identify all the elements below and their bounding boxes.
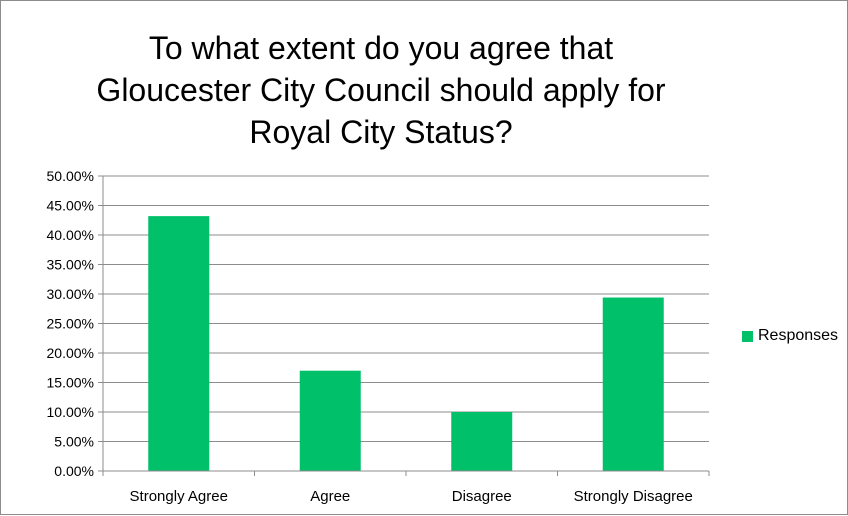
x-category-label: Strongly Agree <box>130 488 228 505</box>
x-category-label: Agree <box>310 488 350 505</box>
chart-title-line: To what extent do you agree that <box>148 30 614 66</box>
y-tick-label: 45.00% <box>47 198 94 214</box>
y-tick-label: 10.00% <box>47 404 94 420</box>
bar <box>148 216 210 471</box>
y-tick-label: 35.00% <box>47 257 94 273</box>
y-tick-label: 5.00% <box>54 434 94 450</box>
legend: Responses <box>742 327 838 345</box>
x-category-label: Disagree <box>452 488 512 505</box>
bars <box>148 216 664 471</box>
y-tick-label: 50.00% <box>47 168 94 184</box>
x-axis-category-labels: Strongly Agree Agree Disagree Strongly Disa… <box>130 488 693 505</box>
y-tick-label: 0.00% <box>54 463 94 479</box>
y-tick-label: 25.00% <box>47 316 94 332</box>
chart-title-line: Gloucester City Council should apply for <box>96 72 666 108</box>
legend-label: Responses <box>758 327 839 344</box>
chart-title-line: Royal City Status? <box>249 114 513 150</box>
y-tick-label: 30.00% <box>47 286 94 302</box>
x-category-label: Strongly Disagree <box>574 488 693 505</box>
chart-title: To what extent do you agree that Glouces… <box>61 27 701 153</box>
bar <box>602 297 664 471</box>
y-tick-label: 40.00% <box>47 227 94 243</box>
legend-swatch <box>742 330 753 342</box>
bar <box>299 370 361 471</box>
axes <box>102 176 710 476</box>
y-axis-tick-labels: 0.00% 5.00% 10.00% 15.00% 20.00% 25.00% 30.00%… <box>47 168 94 479</box>
y-tick-label: 15.00% <box>47 375 94 391</box>
y-tick-label: 20.00% <box>47 345 94 361</box>
bar <box>451 412 513 471</box>
